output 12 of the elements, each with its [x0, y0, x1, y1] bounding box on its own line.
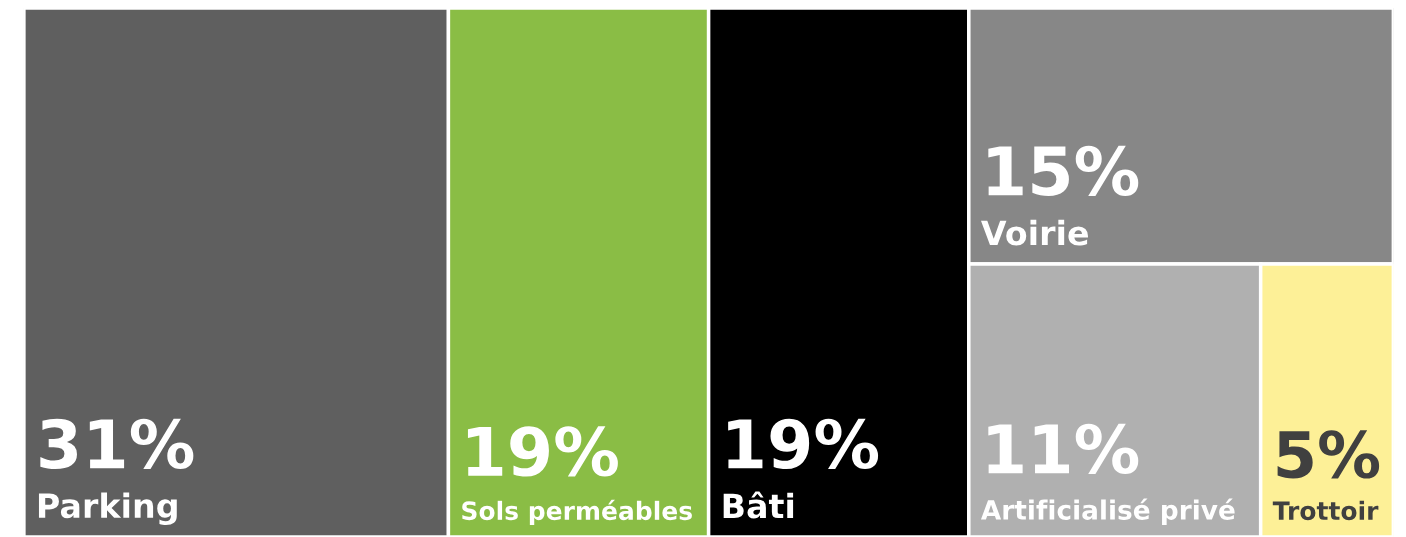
data-label: 31%	[40, 418, 194, 470]
category-label: Artificialisé privé	[980, 498, 1235, 525]
data-label: 15%	[988, 145, 1139, 197]
data-label: 19%	[728, 418, 879, 470]
data-label: 5%	[1277, 430, 1380, 479]
data-label: 11%	[988, 423, 1139, 475]
category-label: Bâti	[723, 491, 794, 519]
category-label: Sols perméables	[462, 499, 692, 525]
category-label: Trottoir	[1272, 500, 1379, 521]
category-label: Voirie	[980, 219, 1088, 246]
data-label: 19%	[467, 426, 618, 477]
category-label: Parking	[38, 492, 177, 525]
